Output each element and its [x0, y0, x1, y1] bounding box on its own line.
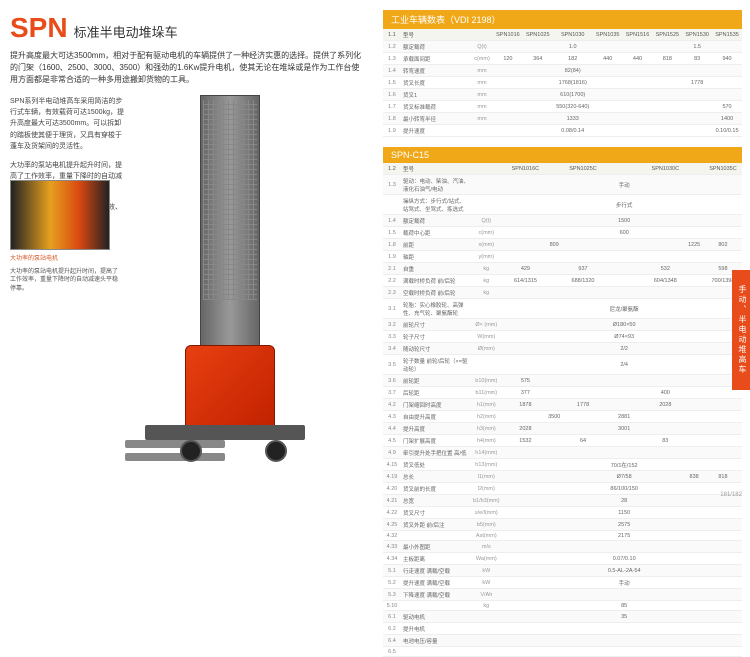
page-number: 181/182: [720, 492, 742, 498]
product-image: [125, 95, 365, 490]
spec-table-2: 1.2型号SPN1016CSPN1025CSPN1030CSPN1035C1.3…: [383, 163, 742, 657]
spec-table-1: 1.1型号SPN1016SPN1025SPN1030SPN1035SPN1516…: [383, 29, 742, 137]
right-page: 工业车辆数表（VDI 2198） 1.1型号SPN1016SPN1025SPN1…: [375, 0, 750, 502]
title-row: SPN 标准半电动堆垛车: [10, 12, 365, 44]
thumb-caption: 大功率的泵站电机: [10, 253, 120, 262]
thumb-image: [10, 180, 110, 250]
product-code: SPN: [10, 12, 68, 44]
table2-title: SPN-C15: [383, 147, 742, 163]
thumb-desc: 大功率的泵站电机提升起升时间，提高了工作效率，重量下降时的自动减速头平稳停靠。: [10, 268, 120, 293]
lead-text: 提升高度最大可达3500mm，相对于配有驱动电机的车辆提供了一种经济实惠的选择。…: [10, 50, 365, 86]
para: SPN系列半电动堆高车采用简洁的步行式车辆，有效载荷可达1500kg，提升高度最…: [10, 96, 125, 152]
side-tab: 手动、半电动堆高车: [732, 270, 750, 390]
product-subtitle: 标准半电动堆垛车: [74, 22, 178, 41]
left-page: SPN 标准半电动堆垛车 提升高度最大可达3500mm，相对于配有驱动电机的车辆…: [0, 0, 375, 502]
thumbnails: 大功率的泵站电机 大功率的泵站电机提升起升时间，提高了工作效率，重量下降时的自动…: [10, 180, 120, 293]
table1-title: 工业车辆数表（VDI 2198）: [383, 10, 742, 29]
